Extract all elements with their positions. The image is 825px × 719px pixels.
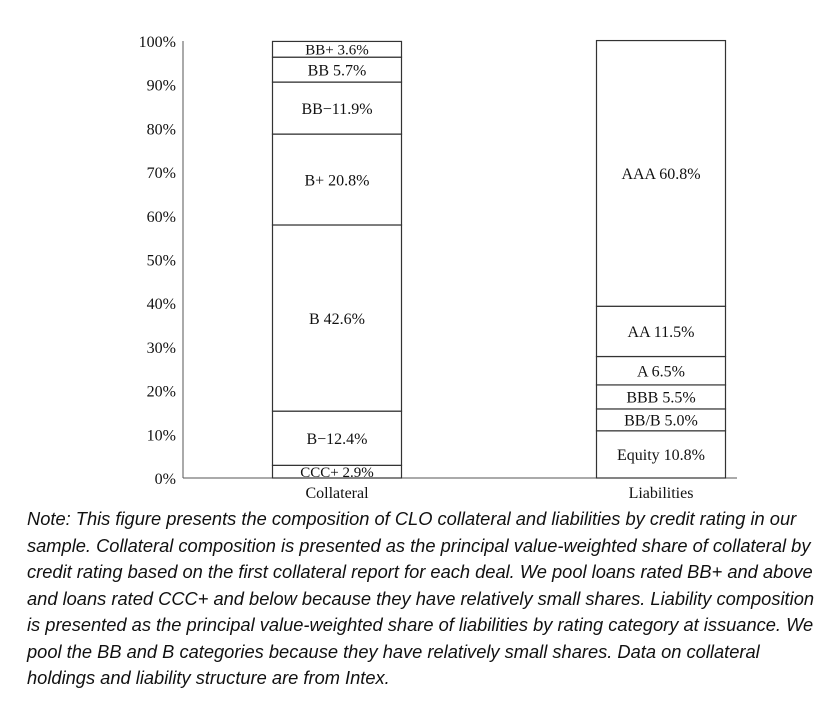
y-tick-label: 40%	[147, 296, 176, 313]
bar-segment	[595, 305, 727, 358]
y-tick-label: 80%	[147, 121, 176, 138]
segment-label: AAA 60.8%	[621, 166, 700, 183]
x-tick-label: Liabilities	[629, 485, 694, 502]
segment-label: Equity 10.8%	[617, 447, 705, 464]
y-tick-label: 50%	[147, 253, 176, 270]
bar-segment	[271, 40, 403, 58]
stacked-bar-chart: 0% 10% 20% 30% 40% 50% 60% 70% 80% 90% 100% CCC+ 2…	[139, 34, 737, 502]
segment-label: A 6.5%	[637, 363, 685, 380]
segment-label: AA 11.5%	[628, 324, 695, 341]
segment-label: BB−11.9%	[301, 101, 372, 118]
y-tick-label: 20%	[147, 384, 176, 401]
y-tick-label: 10%	[147, 427, 176, 444]
y-tick-label: 100%	[139, 34, 176, 51]
segment-label: CCC+ 2.9%	[300, 465, 373, 481]
figure-note: Note: This figure presents the compositi…	[27, 508, 815, 688]
bar-collateral: CCC+ 2.9% B−12.4% B 42.6% B+ 20.8% BB−11.9% B…	[271, 40, 403, 481]
bar-segment	[271, 410, 403, 466]
x-tick-label: Collateral	[305, 485, 369, 502]
segment-label: B 42.6%	[309, 311, 365, 328]
segment-label: BB 5.7%	[308, 62, 367, 79]
x-axis-labels: Collateral Liabilities	[305, 485, 693, 502]
y-tick-label: 70%	[147, 165, 176, 182]
bar-segment	[595, 39, 727, 307]
segment-label: BB+ 3.6%	[305, 43, 368, 59]
bars: CCC+ 2.9% B−12.4% B 42.6% B+ 20.8% BB−11.9% B…	[271, 39, 727, 481]
segment-label: BB/B 5.0%	[624, 413, 698, 430]
segment-label: BBB 5.5%	[626, 390, 695, 407]
y-tick-label: 0%	[155, 471, 176, 488]
y-tick-label: 60%	[147, 209, 176, 226]
segment-label: B−12.4%	[306, 431, 367, 448]
bar-liabilities: Equity 10.8% BB/B 5.0% BBB 5.5% A 6.5% AA 11…	[595, 39, 727, 479]
bar-segment	[271, 224, 403, 412]
y-axis-ticks: 0% 10% 20% 30% 40% 50% 60% 70% 80% 90% 100%	[139, 34, 176, 488]
y-tick-label: 30%	[147, 340, 176, 357]
y-tick-label: 90%	[147, 78, 176, 95]
segment-label: B+ 20.8%	[304, 172, 369, 189]
